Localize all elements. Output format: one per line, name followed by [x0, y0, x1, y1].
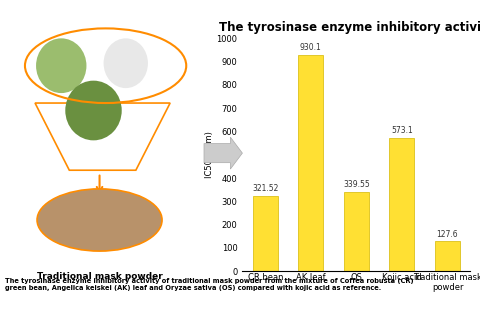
Text: 321.52: 321.52	[252, 184, 278, 194]
Bar	[389, 138, 415, 271]
Text: Traditional mask powder: Traditional mask powder	[36, 272, 162, 281]
Ellipse shape	[104, 38, 148, 88]
Text: 127.6: 127.6	[437, 230, 458, 239]
Text: The tyrosinase enzyme inhibitory activity of traditional mask powder from the mi: The tyrosinase enzyme inhibitory activit…	[5, 278, 413, 291]
Y-axis label: IC50 (ppm): IC50 (ppm)	[205, 131, 214, 178]
Bar	[253, 196, 278, 271]
Bar	[435, 241, 460, 271]
Bar	[344, 192, 369, 271]
Text: 930.1: 930.1	[300, 43, 322, 52]
Ellipse shape	[65, 81, 122, 140]
Title: The tyrosinase enzyme inhibitory activity: The tyrosinase enzyme inhibitory activit…	[219, 21, 480, 34]
Bar	[298, 55, 324, 271]
Text: 339.55: 339.55	[343, 180, 370, 189]
Ellipse shape	[37, 189, 162, 251]
Text: 573.1: 573.1	[391, 126, 413, 135]
Ellipse shape	[36, 38, 86, 93]
